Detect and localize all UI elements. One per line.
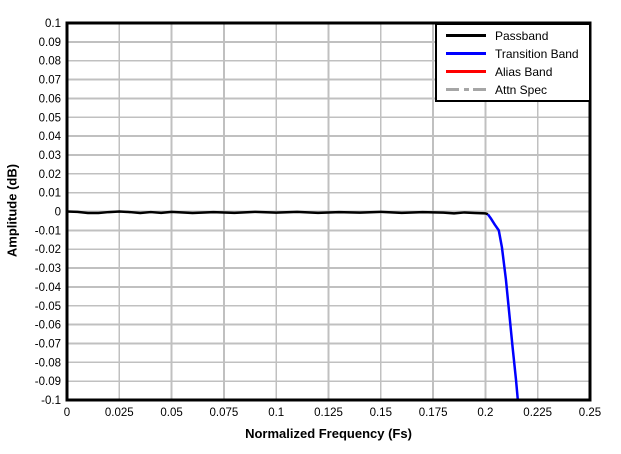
y-tick-label: 0.05 bbox=[39, 112, 61, 124]
y-tick-label: 0.09 bbox=[39, 37, 61, 49]
y-tick-label: -0.05 bbox=[35, 301, 61, 313]
y-tick-label: -0.1 bbox=[41, 395, 61, 407]
legend-line-sample bbox=[446, 88, 486, 91]
legend-item-transition-band: Transition Band bbox=[446, 45, 589, 62]
y-tick-label: 0.07 bbox=[39, 75, 61, 87]
y-tick-label: -0.03 bbox=[35, 263, 61, 275]
y-tick-label: 0.1 bbox=[45, 18, 61, 30]
x-tick-label: 0.125 bbox=[314, 407, 343, 419]
y-tick-label: 0.02 bbox=[39, 169, 61, 181]
legend: Passband Transition Band Alias Band Attn Sp… bbox=[435, 23, 591, 102]
x-tick-label: 0.1 bbox=[268, 407, 284, 419]
y-tick-label: 0.04 bbox=[39, 131, 62, 143]
legend-line-sample bbox=[446, 70, 486, 73]
y-tick-label: 0.03 bbox=[39, 150, 61, 162]
x-tick-label: 0.225 bbox=[523, 407, 552, 419]
x-axis-title: Normalized Frequency (Fs) bbox=[245, 426, 412, 441]
legend-label: Passband bbox=[495, 28, 549, 43]
legend-item-attn-spec: Attn Spec bbox=[446, 81, 589, 98]
legend-line-sample bbox=[446, 34, 486, 37]
x-tick-label: 0.25 bbox=[579, 407, 601, 419]
legend-label: Transition Band bbox=[495, 46, 579, 61]
y-tick-label: -0.02 bbox=[35, 244, 61, 256]
x-tick-label: 0.2 bbox=[477, 407, 493, 419]
y-tick-label: -0.06 bbox=[35, 320, 61, 332]
y-tick-label: 0.06 bbox=[39, 93, 61, 105]
legend-item-alias-band: Alias Band bbox=[446, 63, 589, 80]
y-tick-label: 0.08 bbox=[39, 56, 61, 68]
x-tick-label: 0.175 bbox=[419, 407, 448, 419]
y-tick-label: -0.09 bbox=[35, 376, 61, 388]
y-tick-label: -0.08 bbox=[35, 357, 61, 369]
x-tick-label: 0.025 bbox=[105, 407, 134, 419]
legend-line-sample bbox=[446, 52, 486, 55]
y-tick-label: 0.01 bbox=[39, 188, 61, 200]
x-tick-label: 0.15 bbox=[370, 407, 392, 419]
y-tick-label: -0.01 bbox=[35, 225, 61, 237]
legend-label: Alias Band bbox=[495, 64, 553, 79]
x-tick-label: 0.075 bbox=[210, 407, 239, 419]
x-tick-label: 0 bbox=[64, 407, 70, 419]
plot-border bbox=[65, 21, 592, 402]
y-axis-title: Amplitude (dB) bbox=[4, 163, 20, 258]
y-tick-label: -0.07 bbox=[35, 338, 61, 350]
y-tick-label: -0.04 bbox=[35, 282, 62, 294]
series-passband bbox=[67, 210, 489, 216]
x-tick-label: 0.05 bbox=[160, 407, 182, 419]
series-transition-band bbox=[486, 213, 520, 400]
legend-label: Attn Spec bbox=[495, 82, 548, 97]
legend-item-passband: Passband bbox=[446, 27, 589, 44]
y-tick-label: 0 bbox=[55, 207, 61, 219]
